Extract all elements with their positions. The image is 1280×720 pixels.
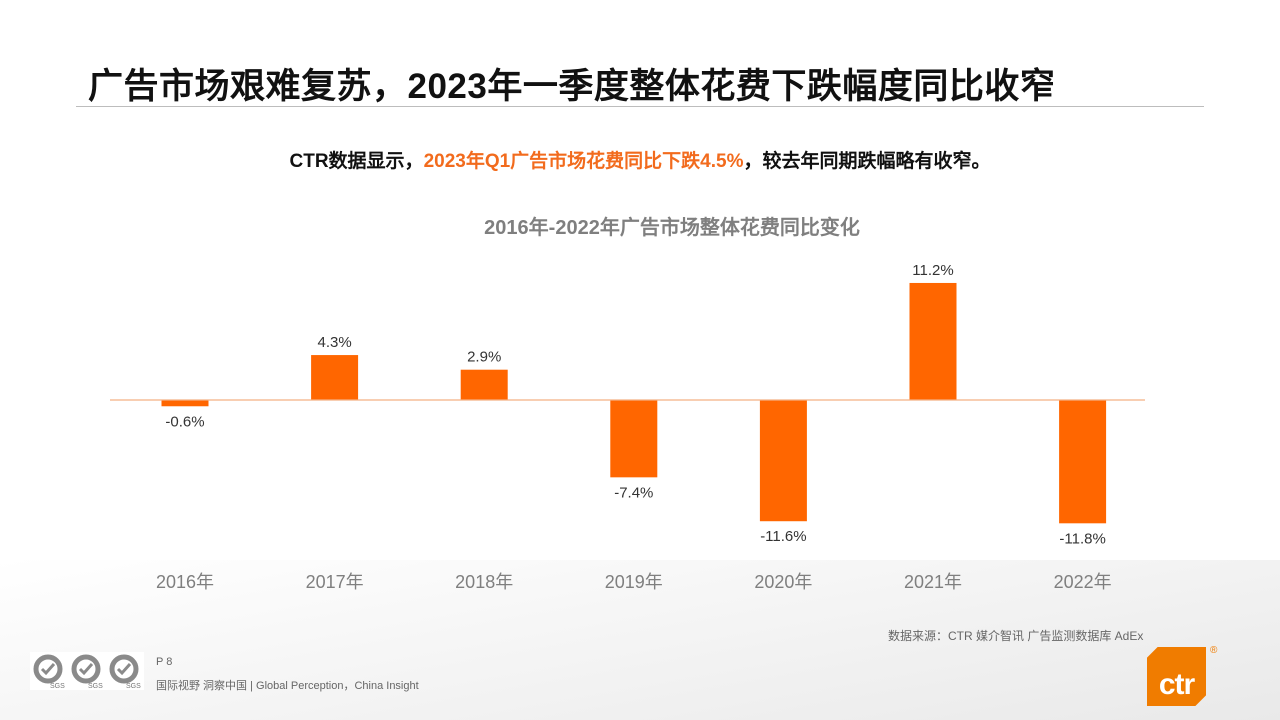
data-label: 2.9% — [467, 349, 501, 366]
sgs-certification-logos: SGS SGS SGS — [30, 652, 144, 690]
page-number: P 8 — [156, 656, 173, 668]
x-tick-label: 2019年 — [605, 572, 663, 592]
sgs-badge-icon: SGS — [68, 652, 104, 690]
bar-2020年 — [759, 400, 807, 522]
bar-2016年 — [161, 400, 209, 407]
title-divider — [76, 106, 1204, 107]
data-label: 11.2% — [912, 262, 953, 279]
data-source: 数据来源：CTR 媒介智讯 广告监测数据库 AdEx — [888, 629, 1144, 643]
chart-title: 2016年-2022年广告市场整体花费同比变化 — [484, 217, 860, 239]
bar-2019年 — [610, 400, 658, 478]
slogan: 国际视野 洞察中国 | Global Perception，China Insi… — [156, 680, 419, 692]
x-tick-label: 2017年 — [306, 572, 364, 592]
svg-text:SGS: SGS — [88, 683, 103, 690]
x-tick-label: 2021年 — [904, 572, 962, 592]
data-label: -0.6% — [165, 413, 204, 430]
bar-2021年 — [909, 282, 957, 400]
subtitle-suffix: ，较去年同期跌幅略有收窄。 — [743, 151, 991, 172]
ctr-logo: ctr — [1147, 647, 1206, 706]
sgs-badge-icon: SGS — [30, 652, 66, 690]
subtitle-prefix: CTR数据显示， — [289, 151, 424, 172]
background-texture — [0, 560, 1280, 720]
bar-2022年 — [1059, 400, 1107, 524]
bar-chart: -0.6% 2016年 4.3% 2017年 2.9% 2018年 -7.4% 2019年 -1… — [110, 262, 1145, 592]
data-label: 4.3% — [317, 334, 351, 351]
subtitle-highlight: 2023年Q1广告市场花费同比下跌4.5% — [423, 151, 744, 172]
page-title: 广告市场艰难复苏，2023年一季度整体花费下跌幅度同比收窄 — [88, 67, 1056, 106]
svg-text:SGS: SGS — [50, 683, 65, 690]
sgs-badge-icon: SGS — [106, 652, 142, 690]
bar-2018年 — [460, 369, 508, 400]
subtitle: CTR数据显示，2023年Q1广告市场花费同比下跌4.5%，较去年同期跌幅略有收… — [0, 146, 1280, 173]
x-tick-label: 2020年 — [754, 572, 812, 592]
data-label: -7.4% — [614, 484, 653, 501]
x-tick-label: 2016年 — [156, 572, 214, 592]
svg-text:SGS: SGS — [126, 683, 141, 690]
data-label: -11.6% — [760, 528, 806, 545]
data-label: -11.8% — [1059, 530, 1105, 547]
bar-2017年 — [311, 355, 359, 400]
registered-mark-icon: ® — [1210, 645, 1218, 656]
x-tick-label: 2018年 — [455, 572, 513, 592]
x-tick-label: 2022年 — [1054, 572, 1112, 592]
